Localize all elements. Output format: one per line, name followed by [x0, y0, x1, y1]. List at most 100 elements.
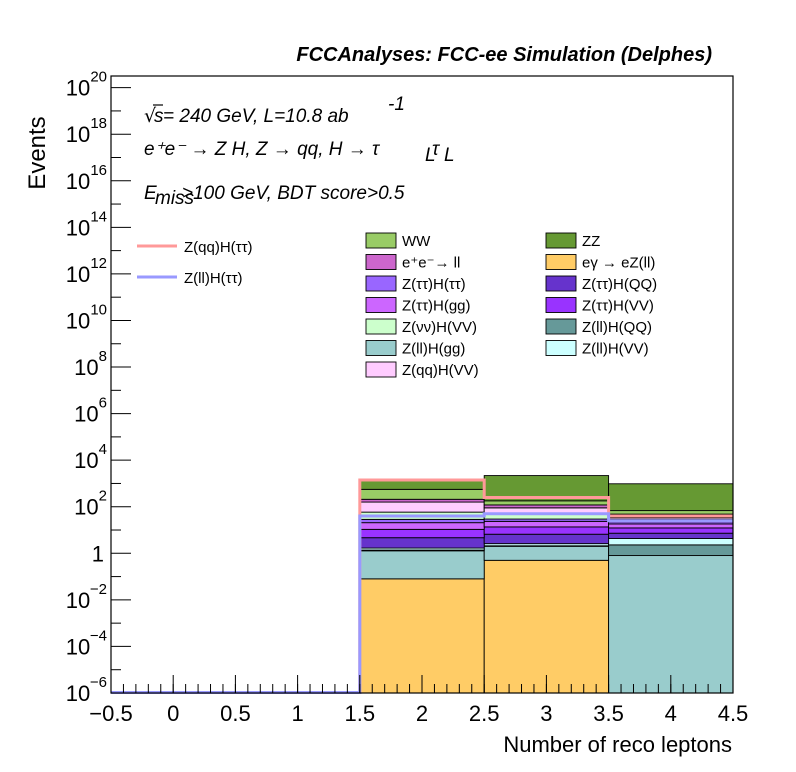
- stacked-histogram: [359, 475, 734, 694]
- bar-z-qq-h-vv-bin-2: [359, 501, 485, 513]
- y-tick-base: 10: [74, 448, 98, 473]
- y-tick-base: 10: [66, 76, 90, 101]
- series-e-ez-ll: [359, 559, 610, 694]
- legend-label: Z(ττ)H(ττ): [402, 276, 466, 293]
- bar-z-ll-h-gg-bin-3: [483, 545, 610, 561]
- bar-z-h-gg-bin-4: [608, 523, 734, 529]
- y-tick-base: 10: [66, 262, 90, 287]
- legend-entry-z-ll-h-vv: Z(ll)H(VV): [545, 340, 649, 358]
- series-z-ll-h-gg: [359, 545, 734, 694]
- process-text: e⁺e⁻ → Z H, Z → qq, H → τ: [144, 139, 381, 160]
- y-tick-base: 10: [74, 495, 98, 520]
- process-sub-2: L: [444, 145, 455, 166]
- process-tau-2: τ: [432, 139, 441, 160]
- legend-swatch: [365, 254, 397, 270]
- legend-label: eγ → eZ(ll): [582, 255, 655, 272]
- y-tick-base: 10: [66, 681, 90, 706]
- x-tick-label: 0.5: [220, 701, 251, 726]
- y-tick-exponent: 4: [99, 441, 107, 458]
- y-tick-label: −610: [66, 674, 107, 706]
- legend-entry-z-qq-h-vv: Z(qq)H(VV): [365, 361, 479, 379]
- energy-annotation: √ s = 240 GeV, L=10.8 ab -1: [144, 94, 405, 127]
- series-zz: [359, 475, 734, 512]
- bar-z-h-qq-bin-3: [483, 533, 610, 545]
- legend-entry-z-h-gg: Z(ττ)H(gg): [365, 297, 471, 315]
- y-tick-exponent: 16: [90, 162, 107, 179]
- y-tick-label: 410: [74, 441, 107, 473]
- x-tick-label: −0.5: [89, 701, 132, 726]
- bar-e-ez-ll-bin-3: [483, 559, 610, 694]
- bar-z-h-vv-bin-2: [359, 528, 485, 539]
- y-tick-exponent: 10: [90, 301, 107, 318]
- legend-entry-z-h-vv: Z(ττ)H(VV): [545, 297, 654, 315]
- x-tick-label: 4.5: [718, 701, 749, 726]
- legend-swatch: [545, 297, 577, 313]
- legend-swatch: [545, 275, 577, 292]
- bar-z-ll-h-gg-bin-4: [608, 555, 734, 694]
- x-tick-label: 2: [416, 701, 428, 726]
- legend-swatch: [365, 361, 397, 378]
- legend-label: Z(ll)H(ττ): [184, 270, 243, 287]
- x-tick-label: 4: [665, 701, 677, 726]
- x-tick-label: 1: [291, 701, 303, 726]
- y-tick-exponent: 18: [90, 115, 107, 132]
- legend-entry-z-qq-h: Z(qq)H(ττ): [137, 239, 253, 256]
- bar-z-h-qq-bin-4: [608, 532, 734, 540]
- legend-label: Z(ll)H(gg): [402, 341, 465, 358]
- legend-swatch: [365, 275, 397, 292]
- y-tick-exponent: 8: [99, 348, 107, 365]
- legend-entry-z-h: Z(ττ)H(ττ): [365, 275, 466, 293]
- bar-z-h-vv-bin-4: [608, 527, 734, 534]
- y-tick-exponent: 20: [90, 69, 107, 86]
- y-tick-label: 810: [74, 348, 107, 380]
- legend-label: Z(qq)H(VV): [402, 362, 479, 379]
- legend-label: Z(qq)H(ττ): [184, 239, 253, 256]
- x-tick-label: 3.5: [593, 701, 624, 726]
- legend-swatch: [545, 254, 577, 270]
- legend-swatch: [545, 318, 577, 335]
- bar-z-ll-h-vv-bin-4: [608, 538, 734, 546]
- cut-annotation: E miss >100 GeV, BDT score>0.5: [144, 183, 405, 209]
- legend-label: Z(ττ)H(VV): [582, 298, 654, 315]
- axes: −0.5 0 0.5 1 1.5 2 2.5 3 3.5 4 4.52010181016101410…: [66, 69, 749, 726]
- y-tick-base: 10: [66, 634, 90, 659]
- legend-label: Z(ττ)H(gg): [402, 298, 471, 315]
- legend-label: ZZ: [582, 233, 600, 250]
- process-annotation: e⁺e⁻ → Z H, Z → qq, H → τ L τ L: [144, 139, 455, 166]
- legend: WW e⁺e⁻→ ll Z(ττ)H(ττ) Z(ττ)H(gg) Z(νν)H(VV)…: [137, 232, 657, 379]
- y-tick-label: 210: [74, 488, 107, 520]
- y-tick-label: 1: [92, 541, 104, 566]
- chart-title: FCCAnalyses: FCC-ee Simulation (Delphes): [296, 44, 712, 66]
- legend-label: e⁺e⁻→ ll: [402, 255, 460, 272]
- legend-swatch: [365, 318, 397, 335]
- cut-text: >100 GeV, BDT score>0.5: [182, 183, 405, 204]
- bar-z-ll-h-gg-bin-2: [359, 550, 485, 580]
- bar-z-h-vv-bin-3: [483, 526, 610, 535]
- legend-swatch: [545, 232, 577, 249]
- y-tick-exponent: 12: [90, 255, 107, 272]
- y-axis-label: Events: [24, 116, 51, 189]
- y-tick-base: 10: [74, 355, 98, 380]
- legend-entry-z-ll-h-gg: Z(ll)H(gg): [365, 340, 465, 358]
- bar-zz-bin-4: [608, 483, 734, 512]
- bar-e-ez-ll-bin-2: [359, 578, 485, 694]
- bar-ww-bin-3: [483, 500, 610, 506]
- legend-entry-z-h-vv: Z(νν)H(VV): [365, 318, 477, 336]
- y-tick-label: 610: [74, 395, 107, 427]
- x-tick-label: 1.5: [345, 701, 376, 726]
- legend-entry-ww: WW: [365, 232, 431, 250]
- y-tick-base: 1: [92, 541, 104, 566]
- bar-ww-bin-2: [359, 488, 485, 500]
- x-tick-label: 2.5: [469, 701, 500, 726]
- y-tick-label: −210: [66, 581, 107, 613]
- x-tick-label: 0: [167, 701, 179, 726]
- legend-entry-z-h-qq: Z(ττ)H(QQ): [545, 275, 657, 293]
- legend-label: Z(ll)H(QQ): [582, 319, 652, 336]
- legend-entry-e-ez-ll: eγ → eZ(ll): [545, 254, 655, 272]
- y-tick-exponent: −4: [90, 627, 107, 644]
- energy-s: s: [154, 106, 164, 127]
- y-tick-base: 10: [74, 402, 98, 427]
